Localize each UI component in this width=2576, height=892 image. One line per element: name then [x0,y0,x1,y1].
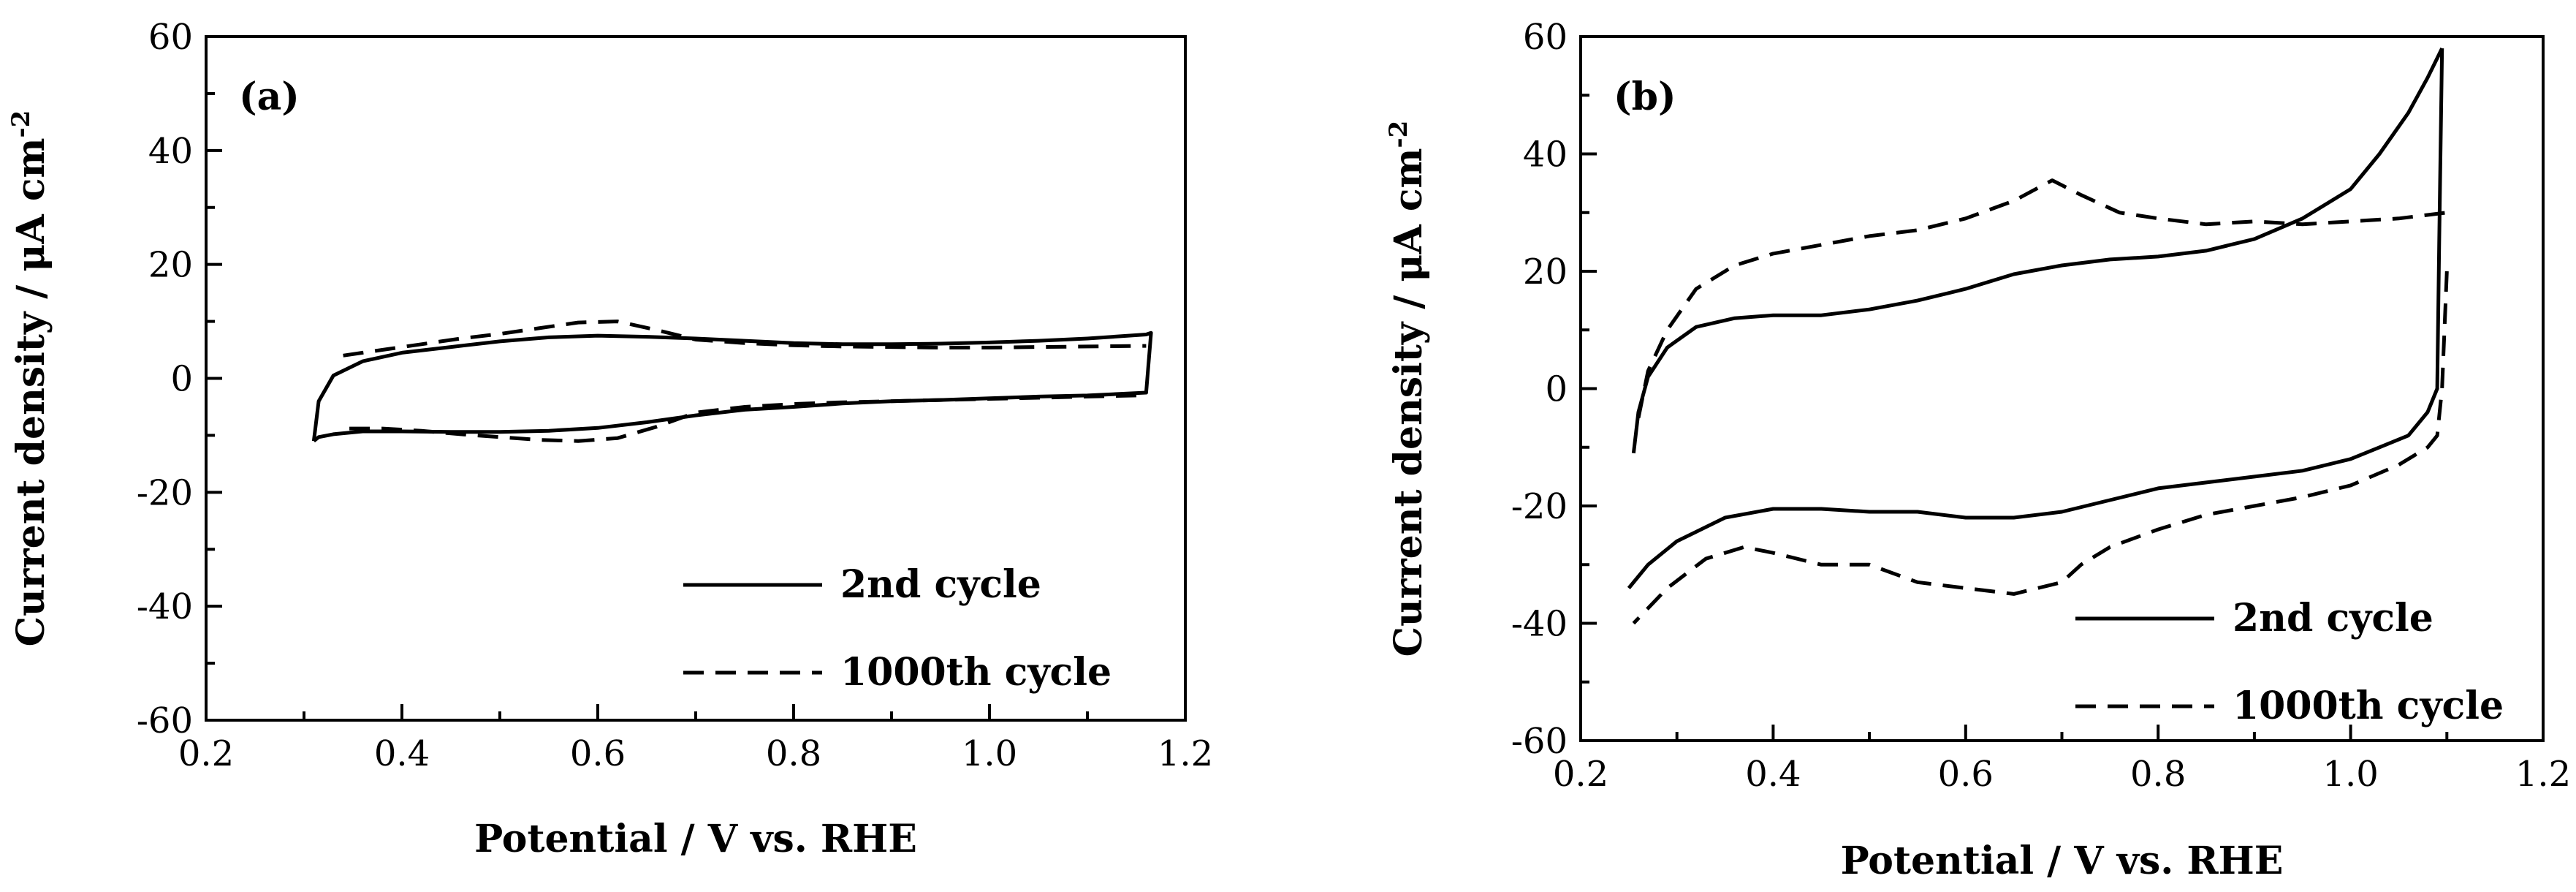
y-tick-label: 0 [1545,369,1568,410]
x-tick-label: 0.4 [374,733,430,774]
x-tick-label: 0.6 [1938,754,1994,795]
series-2nd-cycle-reverse [1627,48,2444,589]
x-tick-label: 1.2 [2515,754,2571,795]
chart-panel-a: 0.2 0.4 0.6 0.8 1.0 1.2 -60 -40 -20 0 20 40 60 Potent… [7,17,1213,861]
series-1000th-cycle-reverse [1632,271,2449,625]
y-tick-label: -40 [137,586,193,627]
legend-label: 1000th cycle [2233,684,2504,728]
x-tick-label: 0.8 [2130,754,2186,795]
y-tick-label: 20 [148,245,193,286]
plot-frame [205,35,1187,722]
y-tick-label: -20 [137,472,193,513]
x-tick-label: 1.0 [962,733,1017,774]
y-axis-title: Current density / μA cm-2 [1384,121,1431,657]
y-tick-label: 0 [170,359,193,400]
y-tick-label: 40 [148,131,193,172]
legend-label: 1000th cycle [840,650,1112,695]
x-tick-label: 1.0 [2322,754,2378,795]
series-1000th-cycle-forward [1636,178,2447,419]
y-tick-label: 20 [1523,252,1568,292]
panel-label: (b) [1614,75,1676,119]
legend: 2nd cycle 1000th cycle [2075,596,2504,728]
series-2nd-cycle-forward [311,330,1153,443]
series-2nd-cycle-forward [1631,47,2444,454]
legend: 2nd cycle 1000th cycle [683,562,1112,695]
y-tick-label: -60 [1511,721,1568,762]
x-tick-label: 0.4 [1745,754,1801,795]
x-tick-label: 0.6 [570,733,626,774]
y-tick-label: 60 [148,17,193,58]
y-tick-label: -20 [1511,486,1568,527]
x-axis-title: Potential / V vs. RHE [474,817,917,861]
panel-label: (a) [239,75,300,119]
x-tick-label: 0.8 [766,733,821,774]
legend-label: 2nd cycle [840,562,1041,607]
series-1000th-cycle-forward [343,320,1147,358]
x-axis-title: Potential / V vs. RHE [1841,839,2284,883]
x-tick-label: 0.2 [178,733,234,774]
series-1000th-cycle-reverse [343,393,1137,443]
y-tick-label: 40 [1523,135,1568,175]
x-tick-label: 0.2 [1553,754,1608,795]
y-axis-title: Current density / μA cm-2 [7,110,53,647]
chart-panel-b: 0.2 0.4 0.6 0.8 1.0 1.2 -60 -40 -20 0 20 40 60 Potent… [1384,17,2571,883]
legend-label: 2nd cycle [2233,596,2433,640]
y-tick-label: -60 [137,700,193,741]
y-tick-label: -40 [1511,604,1568,645]
y-tick-label: 60 [1523,17,1568,58]
x-tick-label: 1.2 [1158,733,1213,774]
